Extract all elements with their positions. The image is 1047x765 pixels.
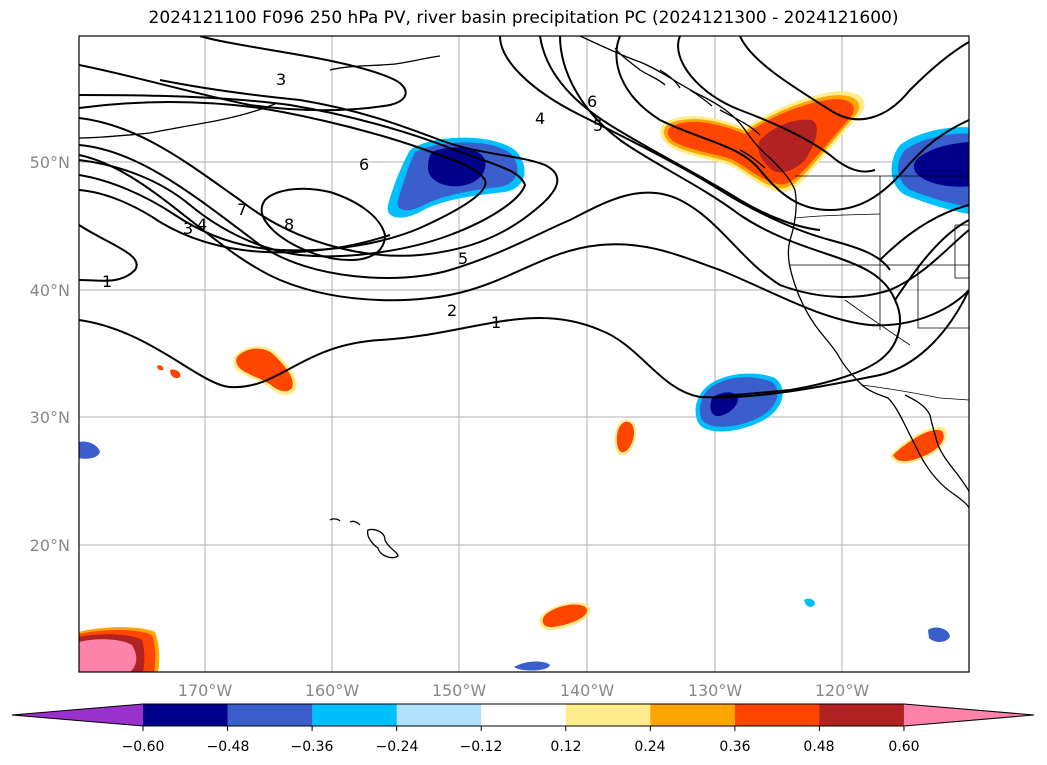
colorbar xyxy=(11,703,1035,731)
contour-label: 3 xyxy=(276,70,286,89)
contour-label: 2 xyxy=(447,301,457,320)
negative-anomaly-small-cells xyxy=(79,441,950,671)
colorbar-swatch xyxy=(312,704,398,726)
positive-anomaly-pacific-northwest xyxy=(660,91,865,193)
colorbar-tick-labels: −0.60 −0.48 −0.36 −0.24 −0.12 0.12 0.24 … xyxy=(122,739,920,755)
contour-label: 4 xyxy=(535,109,545,128)
negative-anomaly-rockies xyxy=(891,127,969,214)
colorbar-tick-label: 0.48 xyxy=(803,739,834,755)
colorbar-tick-label: 0.36 xyxy=(719,739,750,755)
contour-label: 7 xyxy=(237,200,247,219)
colorbar-extend-min xyxy=(12,704,143,726)
lon-label: 140°W xyxy=(560,681,615,700)
contour-label: 8 xyxy=(284,215,294,234)
negative-anomaly-subtropical xyxy=(695,373,783,432)
negative-anomaly-north-pacific xyxy=(387,137,525,218)
colorbar-swatch xyxy=(227,704,313,726)
colorbar-extend-max xyxy=(903,704,1034,726)
colorbar-tick-label: 0.60 xyxy=(888,739,919,755)
contour-label: 4 xyxy=(197,215,207,234)
colorbar-swatch xyxy=(396,704,482,726)
contour-label: 6 xyxy=(359,155,369,174)
map-frame xyxy=(78,35,970,673)
colorbar-swatch xyxy=(650,704,736,726)
colorbar-tick-label: −0.48 xyxy=(207,739,250,755)
colorbar-tick-label: 0.12 xyxy=(550,739,581,755)
lat-label: 20°N xyxy=(30,536,70,555)
lon-label: 160°W xyxy=(305,681,360,700)
contour-label: 6 xyxy=(587,92,597,111)
lon-label: 150°W xyxy=(432,681,487,700)
latitude-labels: 50°N 40°N 30°N 20°N xyxy=(30,153,70,555)
pv-contours xyxy=(79,36,969,399)
longitude-labels: 170°W 160°W 150°W 140°W 130°W 120°W xyxy=(178,681,870,700)
colorbar-swatch xyxy=(481,704,567,726)
contour-label: 1 xyxy=(102,272,112,291)
positive-anomaly-small-cells xyxy=(157,365,948,631)
lon-label: 170°W xyxy=(178,681,233,700)
lat-label: 40°N xyxy=(30,281,70,300)
contour-label: 3 xyxy=(183,219,193,238)
map-title: 2024121100 F096 250 hPa PV, river basin … xyxy=(148,8,899,28)
colorbar-tick-label: 0.24 xyxy=(634,739,665,755)
colorbar-swatch xyxy=(143,704,229,726)
lat-label: 50°N xyxy=(30,153,70,172)
lon-label: 130°W xyxy=(688,681,743,700)
colorbar-swatch xyxy=(565,704,651,726)
contour-label: 5 xyxy=(593,116,603,135)
contour-label: 1 xyxy=(491,313,501,332)
lon-label: 120°W xyxy=(815,681,870,700)
positive-anomaly-west-edge xyxy=(79,627,160,672)
positive-anomaly-central-pacific xyxy=(233,346,297,395)
colorbar-swatch xyxy=(734,704,820,726)
pv-contour-labels: 1 1 2 3 3 4 4 5 5 6 6 7 8 xyxy=(102,70,603,332)
colorbar-tick-label: −0.24 xyxy=(376,739,419,755)
colorbar-tick-label: −0.12 xyxy=(460,739,503,755)
colorbar-tick-label: −0.36 xyxy=(291,739,334,755)
lat-label: 30°N xyxy=(30,408,70,427)
coastlines xyxy=(79,36,969,559)
colorbar-swatch xyxy=(819,704,905,726)
contour-label: 5 xyxy=(458,249,468,268)
colorbar-tick-label: −0.60 xyxy=(122,739,165,755)
